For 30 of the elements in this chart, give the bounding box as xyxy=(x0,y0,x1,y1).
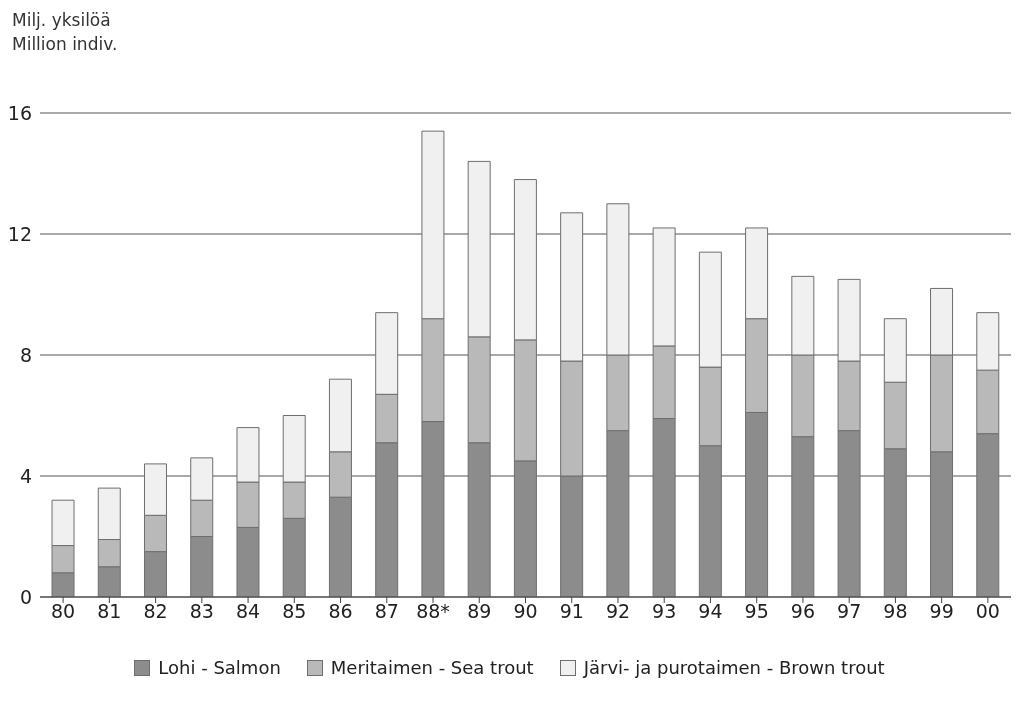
x-tick-label: 87 xyxy=(374,600,399,623)
x-tick-label: 97 xyxy=(837,600,862,623)
x-tick-label: 91 xyxy=(559,600,584,623)
x-tick-label: 85 xyxy=(282,600,307,623)
x-tick-label: 88* xyxy=(416,600,450,623)
y-tick-label: 16 xyxy=(7,101,32,124)
y-tick-label: 8 xyxy=(19,343,32,366)
x-tick-label: 94 xyxy=(698,600,723,623)
x-tick-label: 00 xyxy=(975,600,1000,623)
x-tick-label: 83 xyxy=(189,600,214,623)
x-tick-label: 86 xyxy=(328,600,353,623)
x-tick-label: 82 xyxy=(143,600,168,623)
x-tick-label: 84 xyxy=(235,600,261,623)
x-tick-label: 99 xyxy=(929,600,954,623)
x-tick-label: 92 xyxy=(605,600,631,623)
x-tick-label: 96 xyxy=(790,600,816,623)
x-tick-label: 81 xyxy=(97,600,122,623)
x-tick-label: 98 xyxy=(883,600,908,623)
x-tick-label: 89 xyxy=(467,600,492,623)
legend-label: Meritaimen - Sea trout xyxy=(330,657,534,678)
y-tick-label: 4 xyxy=(19,464,32,487)
y-tick-label: 12 xyxy=(7,222,32,245)
x-tick-label: 95 xyxy=(744,600,769,623)
x-tick-label: 80 xyxy=(51,600,76,623)
x-tick-label: 93 xyxy=(652,600,677,623)
legend-label: Lohi - Salmon xyxy=(158,657,281,678)
x-tick-label: 90 xyxy=(513,600,538,623)
y-tick-label: 0 xyxy=(19,585,32,608)
y-axis-title: Milj. yksilöä Million indiv. xyxy=(12,9,119,56)
legend-label: Järvi- ja purotaimen - Brown trout xyxy=(583,657,885,678)
